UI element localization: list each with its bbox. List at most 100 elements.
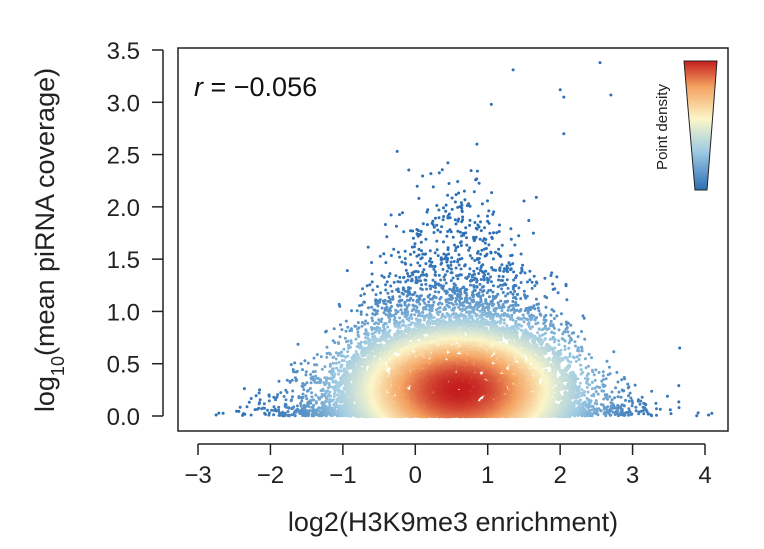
data-point [473,221,477,224]
data-point [530,286,534,290]
data-point [517,309,521,313]
data-point [479,252,483,256]
data-point [285,405,288,409]
data-point [637,410,641,414]
data-point [360,303,364,307]
data-point [613,396,616,400]
data-point [470,275,474,279]
data-point [321,387,325,391]
data-point [324,330,328,334]
data-point [489,275,492,279]
data-point [340,328,344,332]
data-point [461,215,465,219]
data-point [622,376,626,379]
data-point [580,330,583,333]
data-point [503,300,507,304]
data-point [461,286,465,290]
data-point [354,350,358,353]
data-point [474,178,478,182]
data-point [489,317,493,321]
data-point [404,268,408,272]
data-point [421,270,425,274]
data-point [425,287,429,291]
data-point [375,302,379,306]
data-point [478,282,482,286]
data-point [695,414,699,418]
data-point [587,364,590,368]
data-point [315,400,318,404]
data-point [583,357,587,361]
data-point [577,399,581,403]
data-point [332,327,336,331]
data-point [441,287,445,291]
data-point [567,334,571,338]
data-point [482,317,486,321]
data-point [446,193,450,197]
data-point [639,399,643,403]
data-point [474,314,478,318]
data-point [495,231,499,235]
data-point [467,272,471,276]
data-point [370,328,374,332]
data-point [435,204,439,207]
data-point [272,405,276,409]
data-point [364,319,368,323]
data-point [590,408,594,412]
data-point [504,335,510,340]
data-point [459,244,463,247]
data-point [475,227,479,231]
data-point [487,289,491,292]
data-point [214,413,218,417]
data-point [378,300,382,304]
data-point [491,316,495,320]
data-point [640,395,644,399]
data-point [436,313,440,316]
data-point [409,279,413,283]
data-point [459,267,463,271]
data-point [486,281,490,284]
data-point [420,288,424,291]
data-point [424,237,428,241]
data-point [593,378,597,382]
data-point [415,305,419,309]
data-point [511,303,515,307]
data-point [346,350,350,354]
data-point [313,370,317,373]
data-point [609,404,613,408]
data-point [581,406,585,410]
data-point [387,330,391,334]
data-point [549,362,554,368]
data-point [479,266,483,270]
data-point [266,408,269,412]
data-point [253,408,257,412]
data-point [407,335,413,341]
data-point [456,180,460,183]
data-point [481,293,485,297]
data-point [598,385,601,389]
data-point [448,216,452,220]
data-point [565,323,569,326]
data-point [459,290,462,294]
data-point [415,300,419,304]
data-point [398,300,402,303]
data-point [381,299,385,303]
data-point [432,267,436,271]
data-point [571,355,575,359]
data-point [433,280,437,284]
data-point [274,398,277,402]
data-point [447,252,451,256]
data-point [593,401,597,405]
data-point [507,306,511,309]
data-point [469,283,472,287]
data-point [373,308,377,312]
data-point [578,353,582,357]
data-point [431,185,435,189]
data-point [448,287,452,291]
data-point [556,291,560,295]
data-point [424,307,428,311]
data-point [306,361,310,365]
data-point [610,390,614,394]
data-point [472,239,476,243]
data-point [579,372,583,376]
